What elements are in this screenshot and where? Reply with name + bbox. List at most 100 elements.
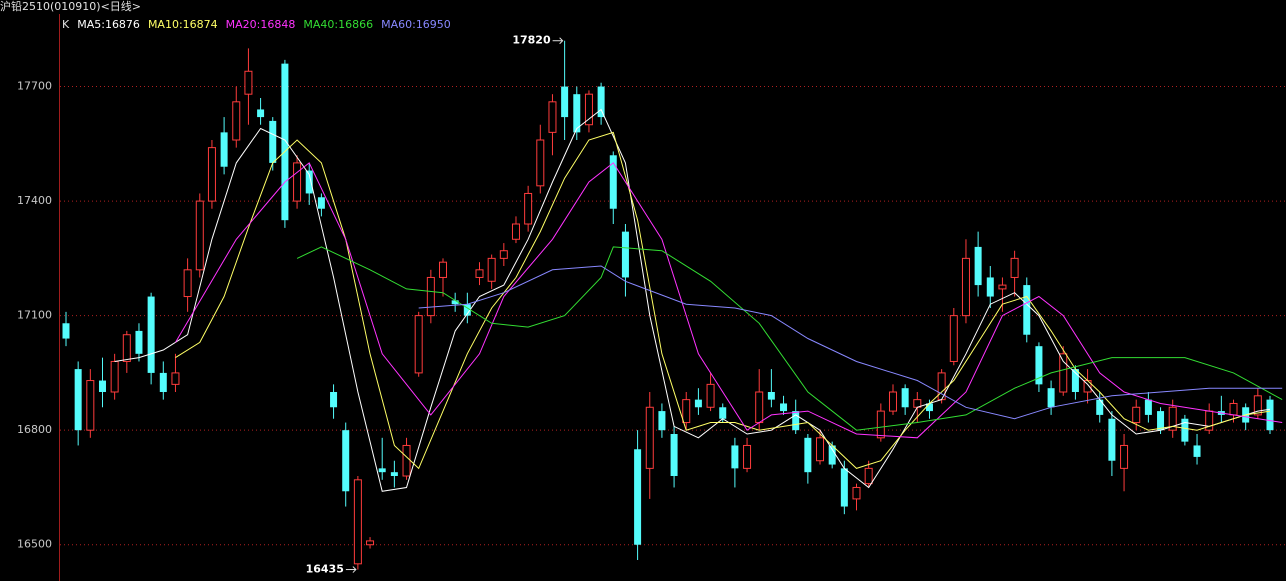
candle-body [573,94,581,133]
candle-body [1168,406,1177,431]
candle-body [682,399,691,424]
candle-body [232,101,241,141]
candle-body [487,257,496,282]
candle-body [1108,418,1116,461]
candle-body [670,434,678,476]
candle-body [1266,399,1274,431]
candle-body [694,399,702,408]
candle-body [1193,445,1201,457]
candle-body [402,444,411,477]
candle-body [1023,285,1031,335]
candle-body [330,392,338,408]
candle-body [475,269,484,278]
candle-body [342,430,350,492]
ma-line [114,108,1271,492]
candle-body [1010,257,1019,278]
candle-body [74,369,82,431]
candle-body [658,411,666,431]
annotation-arrowhead [559,37,564,45]
candle-body [961,257,970,317]
candle-body [1096,399,1104,415]
candle-body [244,70,253,95]
candle-body [62,323,70,339]
candle-body [804,437,812,473]
candle-body [780,403,788,412]
candle-body [949,315,958,362]
candle-body [353,479,362,565]
candle-body [98,380,106,392]
candle-body [621,231,629,278]
candle-body [159,372,167,392]
candle-body [1253,395,1262,416]
candle-body [317,197,325,209]
annotation-label: 16435 [306,563,344,576]
candle-body [135,330,143,354]
candle-body [110,360,119,393]
candle-body [1120,444,1129,469]
candle-body [925,403,933,412]
candle-body [743,444,752,469]
y-tick-label: 16500 [17,538,52,551]
candle-body [1071,369,1079,392]
candle-body [1132,406,1141,424]
candle-body [767,392,775,400]
candle-body [524,192,533,225]
candle-body [220,132,228,167]
candle-body [511,223,520,240]
annotation-arrowhead [352,566,357,573]
candle-body [828,445,836,465]
y-tick-label: 17100 [17,309,52,322]
candle-body [974,246,982,286]
ma-line [175,162,1283,439]
candle-body [901,388,909,408]
candle-body [1144,399,1152,415]
candle-body [281,63,289,221]
candle-body [439,261,448,278]
y-tick-label: 16800 [17,423,52,436]
candle-body [548,101,557,133]
candle-body [390,472,398,476]
candle-body [366,540,375,546]
candle-body [634,449,642,545]
candle-body [86,380,95,431]
candle-body [183,269,192,298]
legend-entry: MA20:16848 [226,18,296,31]
candle-body [305,170,313,194]
candle-body [731,445,739,469]
candle-body [609,155,617,209]
candle-body [122,334,131,362]
candle-body [816,437,825,462]
candle-body [171,372,180,385]
candle-body [414,315,423,374]
y-tick-label: 17400 [17,194,52,207]
candle-body [499,250,508,259]
candle-body [1229,402,1238,416]
candle-body [706,383,715,408]
candle-body [207,147,216,202]
candle-body [755,391,764,424]
candle-body [451,300,459,305]
candle-body [293,162,302,202]
legend-head: K [62,18,70,31]
legend-entry: MA40:16866 [303,18,373,31]
candle-body [561,86,569,118]
candle-body [864,467,873,485]
candle-body [584,93,593,126]
candle-body [426,276,435,317]
candle-body [792,411,800,431]
candle-body [195,200,204,271]
chart-title: 沪铅2510(010910)<日线> [0,0,141,13]
candle-body [463,304,471,316]
ma-line [418,265,1283,420]
candle-body [852,486,861,500]
candle-body [888,391,897,412]
candle-body [597,86,605,118]
candle-body [378,468,386,473]
candle-body [1059,353,1068,393]
candle-body [1047,388,1055,408]
ma-line [175,131,1271,470]
candle-body [147,296,155,373]
ma-line [296,246,1283,431]
